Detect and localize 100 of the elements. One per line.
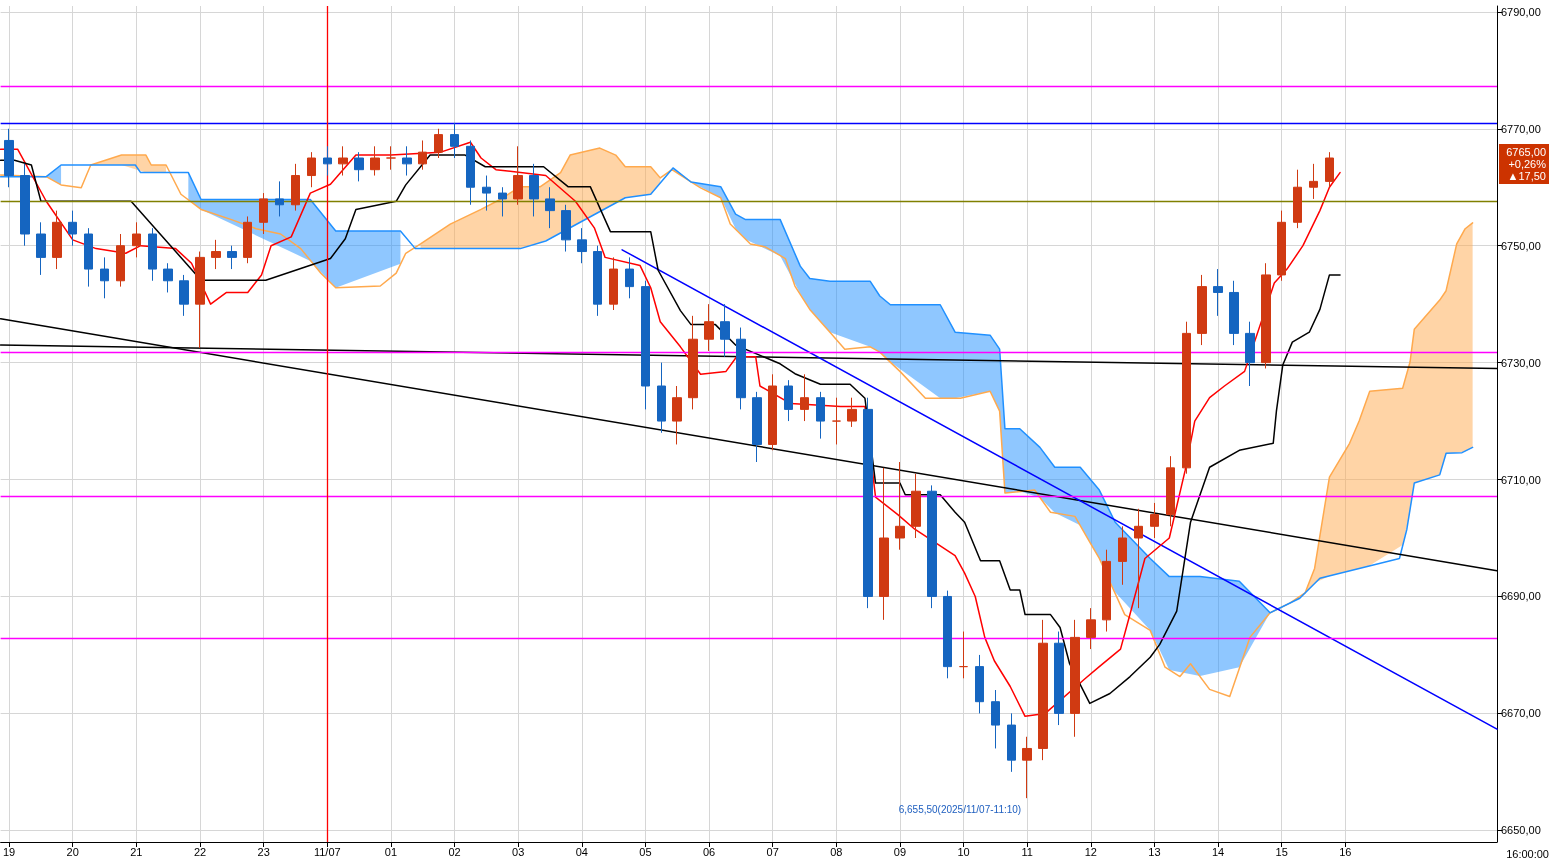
candlestick	[338, 145, 348, 177]
candlestick	[211, 239, 221, 270]
candlestick	[911, 473, 921, 539]
candlestick	[227, 245, 237, 270]
candlestick	[386, 145, 396, 171]
candlestick	[768, 373, 777, 451]
x-tick-label: 16	[1339, 845, 1352, 858]
candlestick	[291, 163, 300, 212]
x-tick-label: 23	[257, 845, 270, 858]
candlestick	[1022, 736, 1032, 799]
candlestick	[657, 362, 666, 434]
candlestick	[132, 221, 141, 258]
candlestick	[1325, 151, 1334, 188]
candlestick	[513, 145, 523, 206]
candlestick	[847, 397, 857, 428]
y-tick-label: 6790,00	[1501, 5, 1541, 18]
candlestick	[609, 256, 618, 311]
y-tick-label: 6770,00	[1501, 122, 1541, 135]
y-tick-label: 6710,00	[1501, 473, 1541, 486]
x-tick-label: 07	[766, 845, 779, 858]
candlestick	[402, 145, 412, 177]
candlestick	[323, 145, 332, 177]
x-tick-label: 21	[130, 845, 143, 858]
candlestick	[895, 461, 905, 551]
candlestick	[307, 151, 316, 188]
candlestick	[800, 373, 809, 422]
candlestick	[52, 210, 62, 270]
candlestick	[752, 391, 762, 463]
x-tick-label: 09	[893, 845, 907, 858]
candlestick	[482, 175, 491, 212]
x-tick-label: 11	[1021, 845, 1033, 858]
candlestick	[466, 139, 475, 206]
candlestick	[1086, 607, 1096, 650]
y-tick-label: 6750,00	[1501, 239, 1541, 252]
candlestick	[975, 654, 984, 714]
candlestick	[1166, 455, 1175, 527]
x-tick-label: 04	[575, 845, 588, 858]
text: 6765,00 +0,26% ▲17,50	[1506, 146, 1547, 182]
x-tick-label: 05	[639, 845, 652, 858]
candlestick	[68, 210, 77, 247]
annotation: 6,655,50(2025/11/07-11:10)	[898, 803, 1022, 815]
candlestick	[450, 122, 459, 159]
candlestick	[1118, 525, 1127, 586]
candlestick	[100, 256, 109, 299]
candlestick	[1261, 262, 1271, 369]
candlestick	[259, 192, 268, 235]
candlestick	[1150, 502, 1159, 539]
candlestick	[434, 128, 443, 159]
candlestick	[593, 245, 602, 317]
candlestick	[179, 274, 189, 317]
candlestick	[816, 391, 825, 440]
candlestick	[641, 280, 650, 410]
candlestick	[625, 256, 634, 299]
candlestick	[370, 145, 380, 177]
x-tick-label: 01	[384, 845, 398, 858]
candlestick	[1007, 712, 1016, 773]
candlestick	[1038, 619, 1048, 761]
x-tick-label: 02	[448, 845, 461, 858]
candlestick	[1070, 619, 1080, 738]
y-tick-label: 6650,00	[1501, 824, 1541, 837]
candlestick	[927, 484, 937, 609]
x-tick-label: 06	[702, 845, 716, 858]
candlestick	[1309, 163, 1318, 200]
candlestick	[1182, 321, 1191, 475]
candlestick	[116, 233, 125, 288]
candlestick	[498, 186, 507, 217]
candlestick	[879, 467, 889, 621]
candlestick	[163, 262, 173, 293]
x-tick-label: 14	[1211, 845, 1225, 858]
candlestick	[20, 163, 30, 247]
y-tick-label: 6670,00	[1501, 707, 1541, 720]
candlestick	[672, 385, 682, 445]
candlestick	[704, 303, 714, 352]
x-tick-label: 22	[193, 845, 207, 858]
x-tick-label: 20	[66, 845, 79, 858]
candlestick	[4, 128, 14, 188]
candlestick	[148, 227, 157, 282]
candlestick	[720, 303, 730, 358]
candlestick	[1229, 280, 1239, 346]
candlestick	[832, 397, 841, 445]
candlestick	[243, 215, 252, 264]
x-tick-label: 11/07	[313, 845, 341, 858]
candlestick	[784, 379, 793, 422]
candlestick	[529, 163, 539, 217]
x-tick-label: 03	[512, 845, 525, 858]
candlestick	[688, 315, 698, 410]
x-tick-label: 10	[957, 845, 970, 858]
y-tick-label: 6730,00	[1501, 356, 1541, 369]
candlestick	[577, 227, 587, 264]
candlestick	[561, 204, 571, 253]
candlestick	[736, 327, 746, 410]
candlestick	[1213, 268, 1223, 317]
candlestick	[545, 186, 555, 229]
x-tick-label: 19	[2, 845, 16, 858]
candlestick	[84, 227, 93, 288]
candlestick	[863, 397, 873, 609]
candlestick	[1134, 508, 1143, 609]
candlestick	[1293, 169, 1302, 229]
candlestick	[36, 221, 46, 276]
candlestick	[354, 151, 364, 182]
